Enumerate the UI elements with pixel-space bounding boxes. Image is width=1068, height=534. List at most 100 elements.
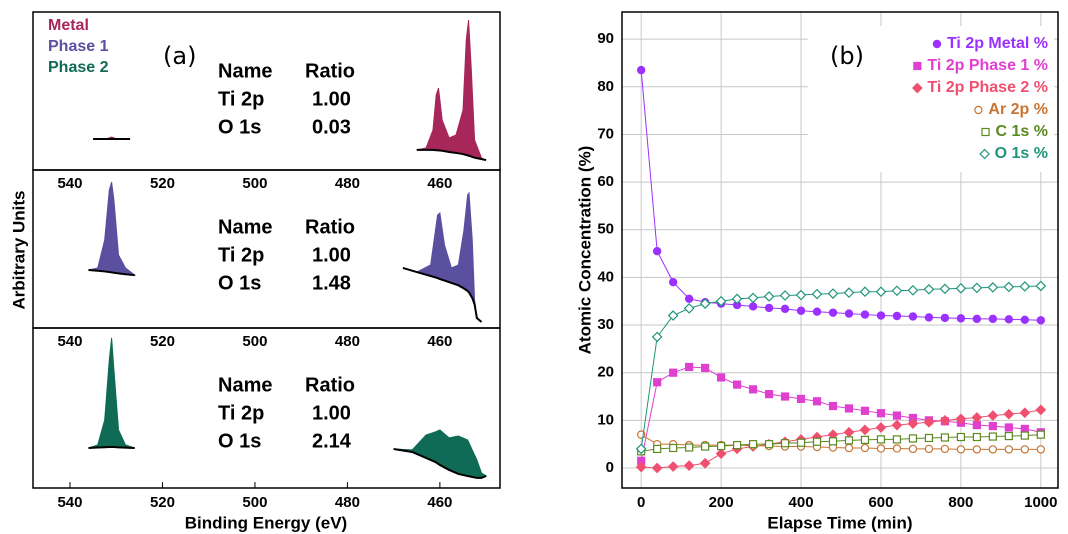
x-tick-label: 400 <box>789 494 814 511</box>
marker <box>763 291 775 302</box>
marker <box>924 313 934 322</box>
marker <box>923 283 935 295</box>
marker <box>972 314 982 324</box>
marker <box>636 65 646 75</box>
x-tick-label: 520 <box>150 333 175 350</box>
legend-entry: Metal <box>48 17 89 34</box>
x-tick-label: 500 <box>242 333 267 350</box>
x-tick-label: 520 <box>150 494 175 511</box>
marker <box>924 444 934 454</box>
marker <box>653 444 662 454</box>
legend-entry: Phase 1 <box>48 38 109 55</box>
marker <box>715 295 727 307</box>
marker <box>892 311 902 321</box>
marker <box>653 378 662 387</box>
spectrum-area <box>88 181 137 276</box>
x-axis-label: Binding Energy (eV) <box>185 513 347 532</box>
spectrum-area <box>88 337 135 449</box>
y-tick-label: 0 <box>606 459 614 476</box>
marker <box>876 435 886 444</box>
y-tick-label: 70 <box>597 125 614 142</box>
marker <box>764 440 774 449</box>
table-header: Ratio <box>305 216 355 238</box>
marker <box>701 363 710 373</box>
marker <box>1036 445 1046 454</box>
marker <box>913 61 922 71</box>
marker <box>843 287 855 298</box>
marker <box>812 307 822 316</box>
marker <box>876 409 886 418</box>
marker <box>844 436 854 445</box>
table-header: Name <box>218 60 272 82</box>
marker <box>939 283 951 295</box>
marker <box>780 392 790 401</box>
marker <box>1020 431 1029 440</box>
marker <box>651 331 663 343</box>
marker <box>1004 423 1013 432</box>
marker <box>668 277 678 287</box>
table-header: Name <box>218 216 272 238</box>
marker <box>844 443 854 453</box>
marker <box>1004 431 1013 441</box>
legend-entry: O 1s % <box>995 145 1048 162</box>
spectrum-area <box>416 20 487 161</box>
y-axis-label: Arbitrary Units <box>9 190 28 309</box>
legend-entry: Phase 2 <box>48 59 109 76</box>
marker <box>923 416 935 428</box>
marker <box>908 312 918 321</box>
x-tick-label: 480 <box>335 494 360 511</box>
marker <box>892 444 902 453</box>
marker <box>908 434 918 443</box>
marker <box>979 148 990 160</box>
legend-entry: Ar 2p % <box>988 101 1048 118</box>
y-axis-label: Atomic Concentration (%) <box>575 146 594 355</box>
marker <box>971 282 983 294</box>
marker <box>956 432 965 442</box>
x-tick-label: 0 <box>637 494 645 511</box>
table-header: Name <box>218 374 272 396</box>
x-tick-label: 460 <box>427 333 452 350</box>
marker <box>939 414 951 426</box>
marker <box>908 444 918 454</box>
marker <box>685 443 694 452</box>
marker <box>635 443 647 455</box>
marker <box>748 302 758 311</box>
marker <box>1036 316 1046 325</box>
marker <box>699 298 711 309</box>
table-cell: 2.14 <box>312 430 352 452</box>
marker <box>932 39 942 49</box>
marker <box>940 433 950 442</box>
table-cell: 0.03 <box>312 116 351 138</box>
marker <box>1003 281 1015 293</box>
marker <box>892 411 902 420</box>
marker <box>876 311 886 320</box>
x-tick-label: 460 <box>427 494 452 511</box>
marker <box>891 285 903 297</box>
panel-label: (a) <box>163 42 196 70</box>
legend-entry: C 1s % <box>996 123 1048 140</box>
background-line <box>393 447 487 479</box>
x-axis-label: Elapse Time (min) <box>767 513 912 532</box>
background-line <box>88 446 135 449</box>
marker <box>669 368 678 377</box>
x-tick-label: 460 <box>427 175 452 192</box>
x-tick-label: 480 <box>335 175 360 192</box>
marker <box>764 390 774 399</box>
x-tick-label: 800 <box>948 494 973 511</box>
marker <box>732 441 742 450</box>
marker <box>828 437 838 446</box>
marker <box>748 385 758 394</box>
marker <box>907 418 919 430</box>
marker <box>924 433 934 443</box>
marker <box>779 290 791 301</box>
plot-frame <box>621 11 1059 489</box>
y-tick-label: 60 <box>597 173 614 190</box>
table-header: Ratio <box>305 374 355 396</box>
x-tick-label: 1000 <box>1024 494 1057 511</box>
marker <box>860 435 870 444</box>
marker <box>685 362 694 372</box>
marker <box>956 314 966 323</box>
y-tick-label: 80 <box>597 78 614 95</box>
y-tick-label: 40 <box>597 268 614 285</box>
marker <box>1019 407 1031 419</box>
